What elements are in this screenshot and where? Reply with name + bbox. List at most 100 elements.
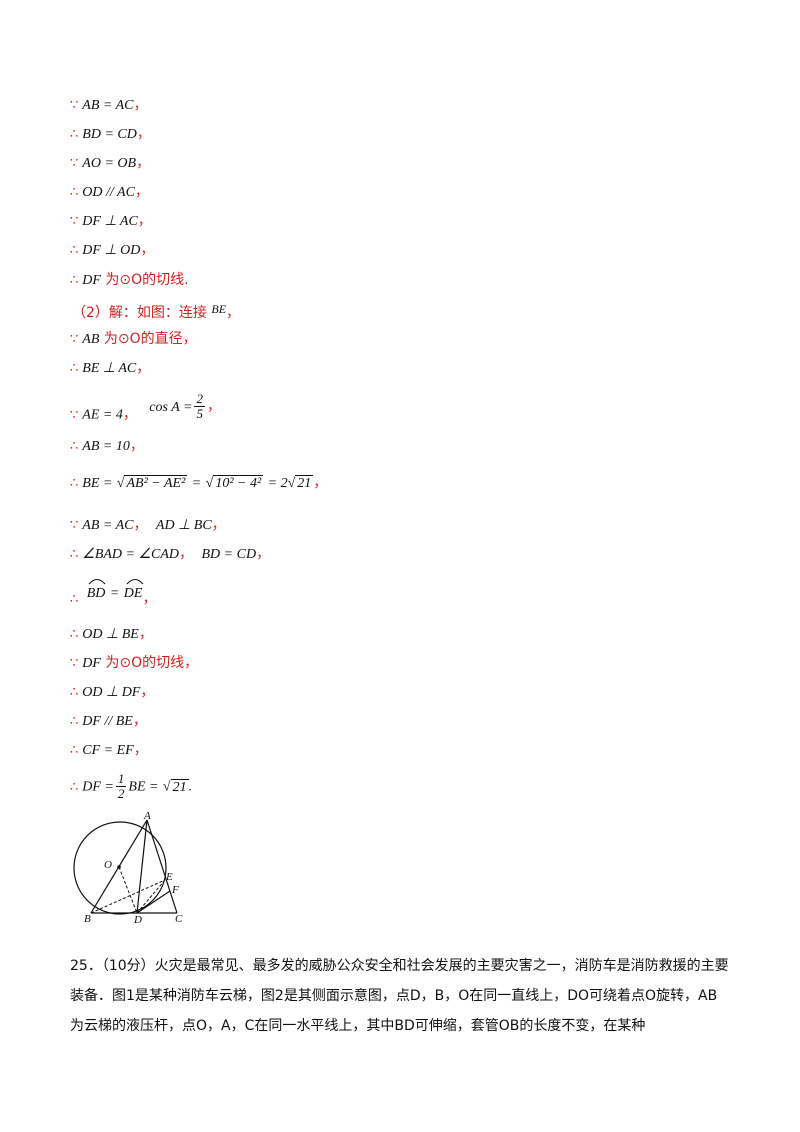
label-c: C <box>175 913 183 924</box>
therefore-symbol: ∴ <box>70 547 79 562</box>
proof-line: ∴ BE = √ AB² − AE² = √ 10² − 4² = 2√ 21， <box>70 474 327 493</box>
math-expression: AB = AC <box>82 98 134 113</box>
equals: = 2 <box>267 476 288 491</box>
math-expression: BE <box>211 302 227 316</box>
because-symbol: ∵ <box>70 332 79 347</box>
punctuation: . <box>188 779 193 795</box>
punctuation: ， <box>134 184 149 200</box>
punctuation: ， <box>140 242 155 258</box>
therefore-symbol: ∴ <box>70 361 79 376</box>
punctuation: ， <box>136 155 151 171</box>
therefore-symbol: ∴ <box>70 592 79 607</box>
therefore-symbol: ∴ <box>70 779 79 795</box>
arc-equation: BD = DE <box>86 579 144 603</box>
proof-line: ∴ BD = DE ， <box>70 579 156 609</box>
proof-line: ∴ CF = EF， <box>70 741 148 760</box>
segment-od <box>118 866 138 914</box>
because-symbol: ∵ <box>70 407 79 423</box>
math-expression: DF // BE <box>82 714 133 729</box>
segment-ad <box>136 819 148 914</box>
proof-line: ∴ BD = CD， <box>70 125 151 144</box>
label-e: E <box>165 871 173 883</box>
math-expression: BD = CD <box>82 127 137 142</box>
therefore-symbol: ∴ <box>70 273 79 288</box>
proof-line: ∴ OD // AC， <box>70 183 149 202</box>
proof-line: ∴ DF // BE， <box>70 712 147 731</box>
punctuation: ， <box>179 546 194 562</box>
therefore-symbol: ∴ <box>70 743 79 758</box>
math-expression: OD ⊥ DF <box>82 685 141 700</box>
fraction-numerator: 2 <box>194 391 205 407</box>
punctuation: ， <box>226 305 241 321</box>
proof-line: ∴ DF 为⊙O的切线. <box>70 271 189 290</box>
math-expression: AB <box>82 332 100 347</box>
therefore-symbol: ∴ <box>70 439 79 454</box>
proof-line: ∴ DF = 1 2 BE = √ 21. <box>70 772 192 801</box>
math-expression: BE ⊥ AC <box>82 361 137 376</box>
radical: √ 21 <box>162 778 189 795</box>
math-expression: BE = <box>128 779 159 795</box>
math-expression: AB = 10 <box>82 439 130 454</box>
radicand: AB² − AE² <box>124 475 188 491</box>
therefore-symbol: ∴ <box>70 476 79 491</box>
diameter-text: 为⊙O的直径， <box>103 331 197 347</box>
arc-bd: BD <box>86 586 106 601</box>
punctuation: ， <box>138 626 153 642</box>
proof-line: ∵ AB = AC， AD ⊥ BC， <box>70 516 226 535</box>
radicand: 21 <box>295 475 314 491</box>
because-symbol: ∵ <box>70 156 79 171</box>
therefore-symbol: ∴ <box>70 685 79 700</box>
math-expression: DF ⊥ OD <box>82 243 141 258</box>
segment-ac <box>146 819 178 914</box>
label-o: O <box>104 859 112 871</box>
because-symbol: ∵ <box>70 656 79 671</box>
proof-line: ∴ OD ⊥ BE， <box>70 625 153 644</box>
math-expression: AD ⊥ BC <box>155 518 212 533</box>
punctuation: ， <box>132 713 147 729</box>
punctuation: ， <box>206 398 221 415</box>
therefore-symbol: ∴ <box>70 714 79 729</box>
proof-line: ∵ AB 为⊙O的直径， <box>70 330 197 349</box>
math-expression: AB = AC <box>82 518 134 533</box>
center-point <box>117 865 121 869</box>
circle-o <box>73 821 167 915</box>
segment-be <box>90 879 166 914</box>
math-expression: BD = CD <box>201 547 257 562</box>
proof-line: ∵ DF 为⊙O的切线， <box>70 654 198 673</box>
label-b: B <box>84 913 91 924</box>
equals: = <box>191 476 202 491</box>
math-expression: AE = 4 <box>82 407 123 423</box>
radicand: 10² − 4² <box>213 475 264 491</box>
arc-marks <box>88 579 144 585</box>
because-symbol: ∵ <box>70 518 79 533</box>
therefore-symbol: ∴ <box>70 627 79 642</box>
proof-line: ∴ BE ⊥ AC， <box>70 359 150 378</box>
math-expression: BE = <box>82 476 113 491</box>
proof-line: ∴ AB = 10， <box>70 437 144 456</box>
punctuation: ， <box>122 406 137 423</box>
arc-de: DE <box>123 586 143 601</box>
part-label: （2）解：如图：连接 <box>72 305 207 321</box>
therefore-symbol: ∴ <box>70 185 79 200</box>
because-symbol: ∵ <box>70 214 79 229</box>
punctuation: ， <box>136 126 151 142</box>
math-expression: ∠BAD = ∠CAD <box>82 547 180 562</box>
therefore-symbol: ∴ <box>70 243 79 258</box>
punctuation: ， <box>137 213 152 229</box>
because-symbol: ∵ <box>70 98 79 113</box>
proof-line: ∵ AO = OB， <box>70 154 150 173</box>
segment-de <box>136 879 166 914</box>
label-f: F <box>171 884 179 896</box>
math-expression: DF = <box>82 779 114 795</box>
radical: √ AB² − AE² <box>116 475 188 491</box>
math-expression: DF <box>82 656 101 671</box>
punctuation: ， <box>133 517 148 533</box>
radical: √ 21 <box>287 475 314 491</box>
punctuation: ， <box>140 684 155 700</box>
cos-expression: cos A = <box>149 399 193 415</box>
label-a: A <box>143 812 151 822</box>
proof-line: ∵ DF ⊥ AC， <box>70 212 152 231</box>
equals: = <box>109 586 120 601</box>
